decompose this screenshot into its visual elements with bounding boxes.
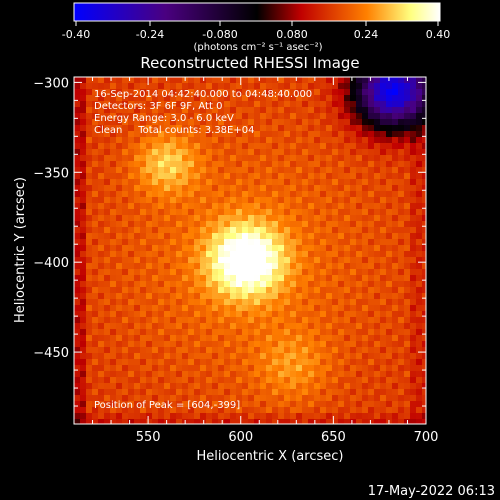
info-block: 16-Sep-2014 04:42:40.000 to 04:48:40.000… [94,89,312,411]
x-tick-label: 550 [136,430,161,445]
axes: 550 600 650 700 −300 −350 −400 −450 [33,76,438,445]
x-tick-label: 600 [228,430,253,445]
colorbar-tick-label: 0.080 [276,28,308,41]
x-tick-label: 650 [321,430,346,445]
colorbar-tick-label: -0.24 [136,28,164,41]
x-tick-label: 700 [414,430,439,445]
info-time-range: 16-Sep-2014 04:42:40.000 to 04:48:40.000 [94,89,312,100]
y-tick-label: −300 [33,76,69,91]
colorbar: -0.40 -0.24 -0.080 0.080 0.24 0.40 (phot… [62,2,451,53]
y-axis-label: Heliocentric Y (arcsec) [13,177,28,323]
timestamp: 17-May-2022 06:13 [368,484,495,499]
colorbar-gradient [73,2,441,22]
chart-title: Reconstructed RHESSI Image [140,54,359,72]
y-tick-label: −400 [33,256,69,271]
info-energy-range: Energy Range: 3.0 - 6.0 keV [94,113,234,124]
colorbar-tick-label: 0.40 [426,28,451,41]
colorbar-tick-label: 0.24 [354,28,379,41]
plot-frame [73,76,427,425]
x-axis-label: Heliocentric X (arcsec) [197,449,344,464]
info-peak-position: Position of Peak = [604,-399] [94,400,240,411]
colorbar-tick-label: -0.080 [202,28,237,41]
heatmap-image [74,77,426,424]
info-clean-counts: Clean Total counts: 3.38E+04 [94,125,254,136]
colorbar-tick-label: -0.40 [62,28,90,41]
info-detectors: Detectors: 3F 6F 9F, Att 0 [94,101,222,112]
colorbar-ticks [75,21,439,26]
y-tick-label: −350 [33,166,69,181]
colorbar-unit-label: (photons cm⁻² s⁻¹ asec⁻²) [193,42,322,53]
y-tick-label: −450 [33,346,69,361]
